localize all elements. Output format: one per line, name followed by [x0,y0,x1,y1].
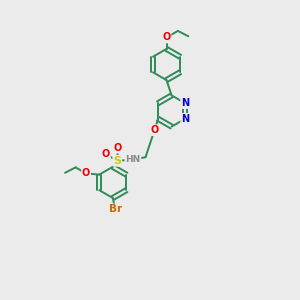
Text: HN: HN [125,155,140,164]
Text: O: O [150,125,159,135]
Text: O: O [82,168,90,178]
Text: S: S [113,156,121,166]
Text: O: O [102,149,110,159]
Text: O: O [114,142,122,153]
Text: Br: Br [109,204,122,214]
Text: N: N [181,114,189,124]
Text: N: N [181,98,189,108]
Text: O: O [162,32,171,43]
